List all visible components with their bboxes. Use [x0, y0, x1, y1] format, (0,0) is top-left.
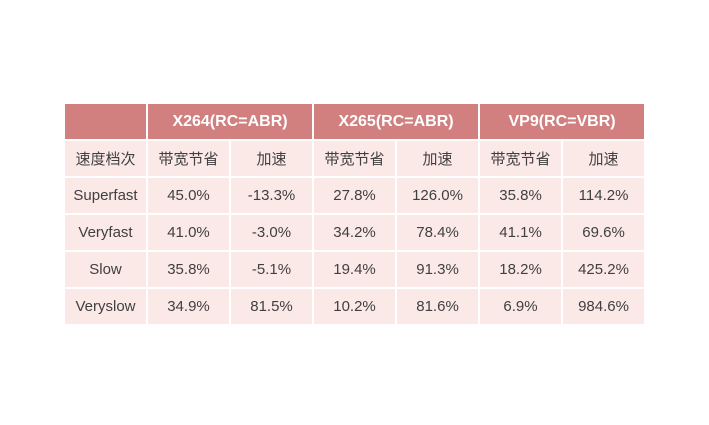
table-cell: 6.9%	[478, 287, 564, 326]
table-cell: 41.0%	[146, 213, 231, 252]
table-row: Slow 35.8% -5.1% 19.4% 91.3% 18.2% 425.2%	[63, 250, 647, 289]
group-header-x264: X264(RC=ABR)	[145, 102, 315, 141]
table-cell: 114.2%	[561, 176, 647, 215]
row-label: Superfast	[63, 176, 148, 215]
table-cell: 81.6%	[395, 287, 481, 326]
table-cell: 69.6%	[561, 213, 647, 252]
table-cell: -5.1%	[228, 250, 315, 289]
column-header: 带宽节省	[478, 139, 564, 178]
group-header-x265: X265(RC=ABR)	[312, 102, 481, 141]
table-cell: 126.0%	[395, 176, 481, 215]
table-row: Veryslow 34.9% 81.5% 10.2% 81.6% 6.9% 984.6%	[63, 287, 647, 326]
column-header: 带宽节省	[146, 139, 231, 178]
table-cell: 19.4%	[312, 250, 398, 289]
column-header: 速度档次	[63, 139, 148, 178]
table-cell: 91.3%	[395, 250, 481, 289]
row-label: Veryfast	[63, 213, 148, 252]
group-header-vp9: VP9(RC=VBR)	[478, 102, 647, 141]
table-row: Veryfast 41.0% -3.0% 34.2% 78.4% 41.1% 69.6%	[63, 213, 647, 252]
column-header: 带宽节省	[312, 139, 398, 178]
table-cell: 18.2%	[478, 250, 564, 289]
table-cell: 425.2%	[561, 250, 647, 289]
table-cell: 81.5%	[228, 287, 315, 326]
table-row: Superfast 45.0% -13.3% 27.8% 126.0% 35.8% 114.…	[63, 176, 647, 215]
column-header: 加速	[228, 139, 315, 178]
table-cell: 27.8%	[312, 176, 398, 215]
table-cell: 45.0%	[146, 176, 231, 215]
table-cell: -3.0%	[228, 213, 315, 252]
table-cell: 35.8%	[146, 250, 231, 289]
table-cell: -13.3%	[228, 176, 315, 215]
row-label: Slow	[63, 250, 148, 289]
corner-cell	[63, 102, 148, 141]
table-cell: 35.8%	[478, 176, 564, 215]
table-cell: 984.6%	[561, 287, 647, 326]
table-cell: 41.1%	[478, 213, 564, 252]
row-label: Veryslow	[63, 287, 148, 326]
table-cell: 78.4%	[395, 213, 481, 252]
table-cell: 10.2%	[312, 287, 398, 326]
table-cell: 34.2%	[312, 213, 398, 252]
group-header-row: X264(RC=ABR) X265(RC=ABR) VP9(RC=VBR)	[63, 102, 647, 141]
subheader-row: 速度档次 带宽节省 加速 带宽节省 加速 带宽节省 加速	[63, 139, 647, 178]
column-header: 加速	[395, 139, 481, 178]
column-header: 加速	[561, 139, 647, 178]
comparison-table: X264(RC=ABR) X265(RC=ABR) VP9(RC=VBR) 速度…	[63, 102, 647, 326]
table-cell: 34.9%	[146, 287, 231, 326]
